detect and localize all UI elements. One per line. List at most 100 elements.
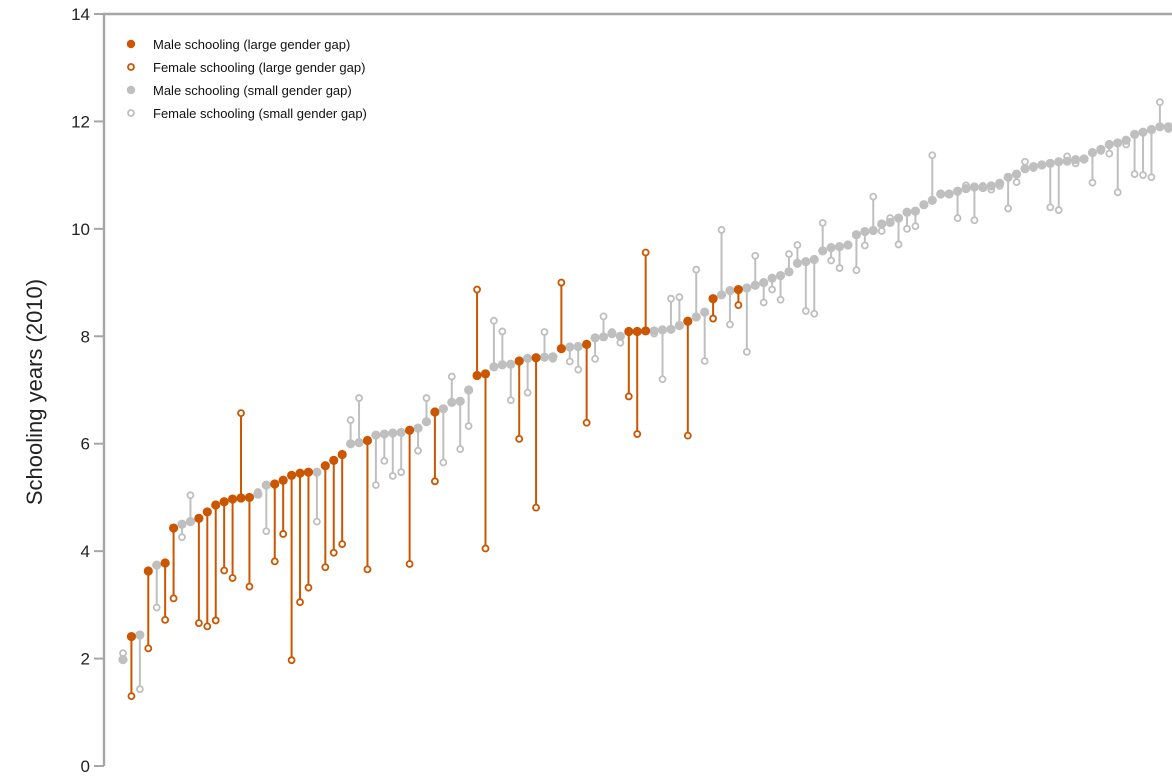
male-point [582, 339, 592, 349]
male-point [1130, 129, 1140, 139]
female-point [464, 422, 473, 430]
female-point [144, 644, 153, 653]
female-point [515, 434, 524, 443]
male-point [784, 267, 794, 277]
male-point [489, 362, 499, 372]
male-point [244, 492, 255, 503]
female-point [742, 347, 751, 356]
male-point [843, 240, 853, 250]
male-point [1037, 160, 1047, 170]
female-point [557, 278, 566, 287]
legend-label: Male schooling (large gender gap) [153, 37, 350, 52]
female-point [473, 285, 481, 294]
female-point [245, 582, 254, 591]
female-point [456, 445, 465, 453]
male-point [1096, 144, 1106, 154]
male-point [548, 352, 558, 362]
male-point [801, 257, 811, 267]
female-point [641, 248, 650, 257]
male-point [860, 226, 870, 237]
female-point [228, 574, 237, 582]
female-point [363, 565, 372, 574]
legend-label: Male schooling (small gender gap) [153, 83, 352, 98]
female-point [178, 533, 186, 542]
male-point [337, 449, 347, 460]
female-point [675, 293, 684, 301]
male-point [683, 316, 693, 326]
male-point [666, 324, 676, 334]
female-point [591, 354, 599, 363]
female-point [860, 241, 869, 250]
male-point [506, 359, 516, 369]
male-point [168, 523, 179, 533]
male-point [885, 217, 895, 228]
female-point [481, 544, 490, 553]
male-point [413, 423, 423, 433]
male-point [969, 182, 980, 192]
female-point [135, 685, 144, 694]
female-point [287, 656, 296, 665]
male-point [1070, 154, 1081, 165]
male-point [792, 258, 803, 268]
female-point [169, 594, 178, 603]
female-point [768, 285, 777, 294]
female-point [717, 226, 726, 234]
legend-marker [126, 85, 136, 95]
male-point [177, 519, 187, 529]
legend-marker [126, 39, 136, 49]
female-point [186, 491, 195, 500]
female-point [683, 431, 692, 440]
y-axis: 0 2 4 6 8 10 12 14 [71, 5, 1172, 776]
legend-marker [127, 63, 135, 71]
male-point [523, 353, 533, 363]
female-point [1021, 157, 1029, 166]
female-point [599, 312, 608, 321]
male-point [1011, 169, 1022, 179]
male-point [775, 270, 786, 281]
female-point [1012, 178, 1021, 187]
male-point [143, 566, 153, 576]
y-tick-label: 8 [81, 327, 90, 346]
male-point [346, 439, 356, 449]
male-point [961, 183, 971, 194]
female-point [810, 309, 819, 318]
female-point [785, 250, 793, 259]
male-point [430, 407, 440, 417]
male-point [135, 630, 145, 640]
y-tick-label: 0 [81, 757, 90, 776]
female-point [346, 416, 355, 424]
female-point [692, 265, 701, 274]
legend-label: Female schooling (small gender gap) [153, 106, 367, 121]
male-point [716, 290, 727, 300]
male-point [480, 369, 491, 379]
female-point [970, 216, 979, 225]
y-tick-label: 4 [81, 542, 90, 561]
male-point [253, 489, 263, 499]
male-point [514, 356, 524, 366]
female-point [523, 388, 532, 397]
female-point [329, 548, 338, 557]
male-point [750, 280, 760, 290]
male-point [1045, 158, 1055, 168]
female-point [801, 307, 810, 315]
female-point [852, 266, 861, 275]
male-point [1104, 139, 1114, 150]
male-point [531, 353, 541, 363]
female-point [405, 560, 414, 568]
female-point [574, 365, 583, 374]
female-point [1054, 206, 1063, 214]
female-point [928, 151, 937, 160]
male-point [674, 320, 684, 331]
male-point [624, 326, 634, 337]
male-point [405, 425, 415, 435]
male-point [691, 312, 701, 322]
male-point [194, 513, 204, 523]
female-point [388, 472, 397, 480]
male-point [438, 404, 448, 414]
male-point [902, 207, 912, 217]
male-point [565, 342, 575, 352]
female-point [911, 222, 920, 231]
male-point [607, 329, 617, 339]
